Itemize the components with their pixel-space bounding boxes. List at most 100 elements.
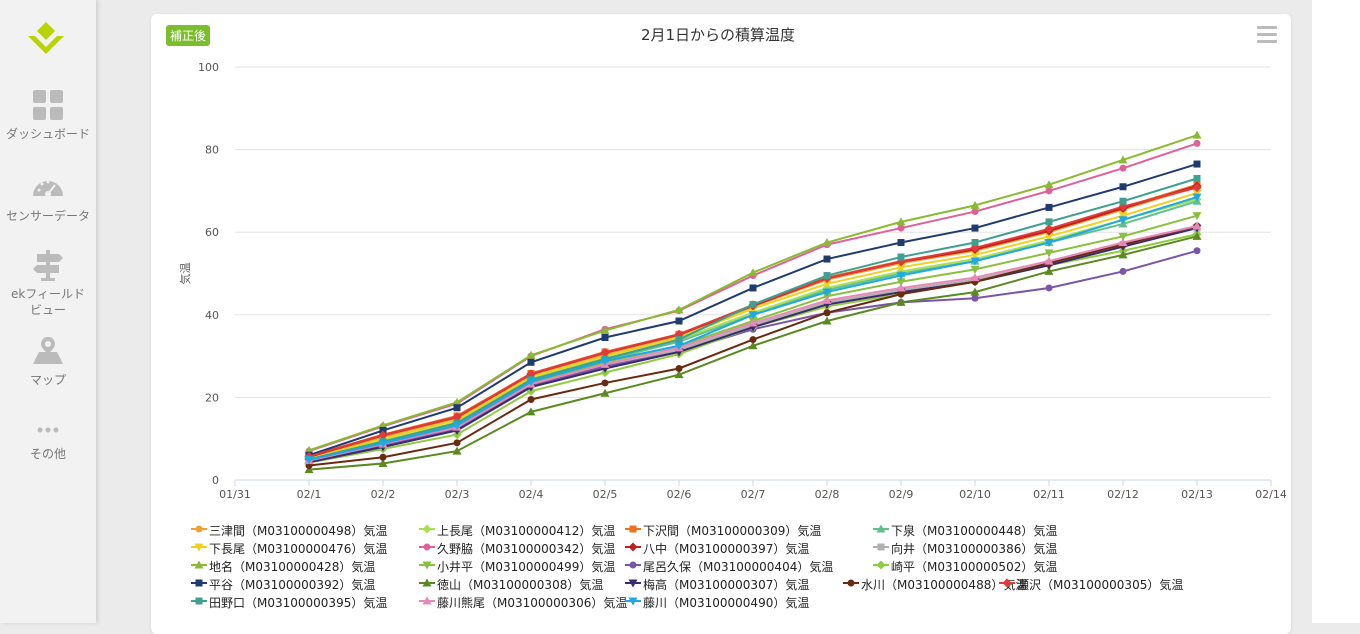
data-point (896, 263, 906, 272)
data-point (422, 561, 432, 570)
data-point (1118, 216, 1128, 225)
data-point (1118, 155, 1128, 164)
legend-label: 瀬沢（M03100000305）気温 (1017, 578, 1184, 592)
x-tick-label: 02/12 (1107, 488, 1139, 501)
legend-marker (419, 543, 435, 551)
data-point (1119, 164, 1127, 172)
data-point (822, 238, 832, 247)
legend-marker (419, 524, 435, 534)
legend-label: 地名（M03100000428）気温 (209, 560, 376, 574)
data-point (822, 280, 832, 289)
data-point (628, 542, 638, 552)
y-tick-label: 0 (212, 474, 219, 487)
data-point (823, 272, 831, 280)
legend-marker (419, 561, 435, 570)
data-point (526, 369, 536, 379)
data-point (453, 439, 461, 447)
x-tick-label: 02/3 (445, 488, 470, 501)
data-point (1045, 284, 1053, 292)
y-axis-title: 気温 (178, 263, 192, 285)
legend-label: 久野脇（M03100000342）気温 (437, 542, 616, 556)
data-point (1193, 139, 1201, 147)
sidebar-item-other[interactable]: その他 (0, 418, 96, 462)
data-point (823, 255, 831, 263)
x-tick-label: 02/10 (959, 488, 991, 501)
data-point (675, 317, 683, 325)
sidebar-item-label: その他 (29, 447, 66, 461)
legend-marker (625, 542, 641, 552)
legend-label: 八中（M03100000397）気温 (643, 542, 810, 556)
legend-marker (625, 597, 641, 606)
data-point (897, 290, 905, 298)
legend-label: 藤川（M03100000490）気温 (643, 596, 810, 610)
data-point (304, 465, 314, 474)
legend-label: 上長尾（M03100000412）気温 (437, 524, 616, 538)
data-point (195, 525, 203, 533)
dashboard-grid-icon (33, 90, 63, 120)
app-logo-icon[interactable] (26, 20, 66, 60)
data-point (378, 458, 388, 467)
sidebar-item-label: ダッシュボード (5, 127, 90, 141)
map-icon (33, 337, 63, 364)
legend-label: 藤川熊尾（M03100000306）気温 (437, 596, 628, 610)
legend-marker (191, 560, 207, 569)
data-point (876, 524, 886, 533)
series-line (308, 142, 1198, 453)
data-point (674, 370, 684, 379)
data-point (194, 543, 204, 552)
data-point (526, 407, 536, 416)
x-tick-label: 02/1 (297, 488, 322, 501)
sidebar: ダッシュボード センサーデータ ekフィールド ビュー マップ (0, 0, 96, 623)
legend-label: 尾呂久保（M03100000404）気温 (643, 560, 834, 574)
legend-marker (873, 560, 889, 570)
legend-label: 下沢間（M03100000309）気温 (643, 524, 822, 538)
sidebar-item-map[interactable]: マップ (0, 334, 96, 388)
x-tick-label: 02/4 (519, 488, 544, 501)
data-point (897, 224, 905, 232)
legend-label: 平谷（M03100000392）気温 (209, 578, 376, 592)
x-tick-label: 02/2 (371, 488, 396, 501)
legend-marker (873, 524, 889, 533)
data-point (847, 579, 855, 587)
data-point (1192, 189, 1202, 198)
sidebar-item-ek-field-view[interactable]: ekフィールド ビュー (0, 248, 96, 318)
y-tick-label: 80 (205, 144, 219, 157)
data-point (629, 525, 637, 533)
data-point (378, 430, 388, 440)
sidebar-item-sensor-data[interactable]: センサーデータ (0, 170, 96, 224)
data-point (1044, 180, 1054, 189)
data-point (897, 239, 905, 247)
corrected-badge[interactable]: 補正後 (166, 25, 211, 46)
data-point (970, 251, 980, 260)
data-point (452, 397, 462, 406)
data-point (1044, 232, 1054, 241)
data-point (822, 295, 832, 304)
sidebar-item-dashboard[interactable]: ダッシュボード (0, 88, 96, 142)
legend-label: 下泉（M03100000448）気温 (891, 524, 1058, 538)
x-tick-label: 02/11 (1033, 488, 1065, 501)
legend-marker (625, 525, 641, 533)
data-point (1045, 218, 1053, 226)
data-point (600, 347, 610, 357)
data-point (601, 379, 609, 387)
data-point (971, 224, 979, 232)
data-point (971, 294, 979, 302)
data-point (1044, 239, 1054, 248)
sidebar-item-label: センサーデータ (5, 209, 90, 223)
legend-label: 下長尾（M03100000476）気温 (209, 542, 388, 556)
data-point (823, 309, 831, 317)
x-tick-label: 02/9 (889, 488, 914, 501)
data-point (675, 364, 683, 372)
legend-label: 水川（M03100000488）気温 (861, 578, 1028, 592)
data-point (1118, 238, 1128, 247)
hamburger-menu-icon[interactable] (1257, 26, 1277, 46)
data-point (526, 378, 536, 387)
legend-marker (191, 525, 207, 533)
x-tick-label: 02/7 (741, 488, 766, 501)
data-point (877, 543, 885, 551)
chart-card: 補正後 2月1日からの積算温度 0 20 40 60 80 100 01/31 02/1 02/… (151, 14, 1291, 634)
data-point (527, 358, 535, 366)
series-line (308, 134, 1198, 452)
data-point (526, 350, 536, 359)
legend-label: 三津間（M03100000498）気温 (209, 524, 388, 538)
